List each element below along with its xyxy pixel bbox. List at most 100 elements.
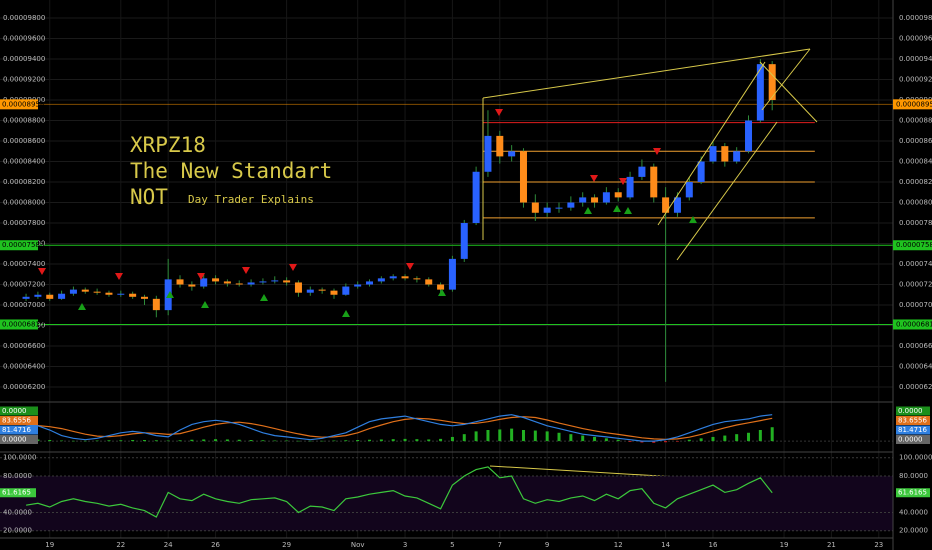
histogram-bar [344, 440, 348, 442]
trendline [482, 48, 811, 99]
candle-body [555, 207, 563, 209]
candle-body [93, 291, 101, 293]
last-price-box [0, 99, 38, 110]
y-tick-label: 0.00009200 [899, 76, 932, 84]
candle-body [448, 258, 456, 290]
y-tick-label: 0.00007000 [899, 301, 932, 309]
indicator-value-box [896, 425, 930, 435]
y-tick-label: 0.00009800 [899, 14, 932, 22]
histogram-bar [462, 434, 466, 442]
y-tick-label: 0.00007000 [3, 301, 45, 309]
annotation: NOT [130, 185, 168, 209]
y-tick-label: 0.00007200 [3, 280, 45, 288]
histogram-bar [747, 432, 751, 442]
candle-body [366, 281, 374, 285]
candle-body [401, 276, 409, 279]
candle-body [591, 197, 599, 203]
candle-body [34, 294, 42, 297]
x-tick-label: 26 [211, 541, 220, 549]
histogram-bar [498, 429, 502, 442]
histogram-bar [521, 430, 525, 442]
x-tick-label: 23 [874, 541, 883, 549]
histogram-bar [652, 441, 656, 443]
y-tick-label: 0.00007400 [899, 260, 932, 268]
histogram-bar [214, 439, 218, 442]
histogram-bar [249, 440, 253, 442]
histogram-bar [687, 439, 691, 442]
candle-body [294, 282, 302, 293]
level-label: 0.00006810 [896, 320, 932, 328]
candles [22, 59, 776, 382]
candle-body [140, 296, 148, 299]
histogram-bar [427, 439, 431, 442]
y-tick-label: 0.00006600 [3, 342, 45, 350]
x-tick-label: Nov [351, 541, 365, 549]
y-tick-label: 80.0000 [899, 472, 928, 480]
histogram-bar [131, 440, 135, 442]
indicator-panes [0, 414, 893, 532]
histogram-bar [557, 432, 561, 442]
histogram-bar [758, 430, 762, 442]
level-label: 0.00007583 [896, 241, 932, 249]
histogram-bar [296, 440, 300, 442]
candle-body [437, 284, 445, 290]
histogram-bar [533, 430, 537, 442]
candle-body [259, 281, 267, 283]
level-label-box [893, 240, 932, 251]
trendline [759, 61, 818, 123]
candle-body [531, 202, 539, 213]
indicator-value-box [896, 416, 930, 425]
indicator-value: 81.4716 [2, 426, 31, 434]
histogram-bar [723, 435, 727, 442]
y-tick-label: 0.00007800 [3, 219, 45, 227]
last-price-label: 0.00008958 [896, 100, 932, 108]
histogram-bar [510, 428, 514, 442]
histogram-bar [48, 440, 52, 442]
indicator-value: 0.0000 [898, 407, 923, 415]
indicator-value-box [896, 406, 930, 416]
candle-body [81, 289, 89, 292]
histogram-bar [154, 440, 158, 442]
histogram-bar [60, 440, 64, 442]
histogram-bar [628, 441, 632, 442]
y-tick-label: 20.0000 [3, 527, 32, 535]
indicator-value: 83.6556 [2, 417, 31, 425]
histogram-bar [261, 440, 265, 442]
histogram-bar [593, 436, 597, 442]
candle-body [223, 281, 231, 284]
y-tick-label: 100.0000 [899, 454, 932, 462]
candle-body [318, 289, 326, 291]
histogram-bar [237, 439, 241, 442]
annotation: XRPZ18 [130, 133, 206, 157]
candle-body [709, 146, 717, 162]
histogram-bar [285, 440, 289, 442]
candle-body [354, 284, 362, 287]
y-tick-label: 0.00007200 [899, 280, 932, 288]
histogram-bar [450, 436, 454, 442]
histogram-bar [391, 439, 395, 442]
candle-body [247, 282, 255, 285]
candle-body [721, 146, 729, 162]
candle-body [626, 176, 634, 198]
candle-body [200, 278, 208, 287]
candle-body [69, 289, 77, 294]
histogram-bar [202, 439, 206, 442]
channel-line [676, 121, 778, 261]
x-tick-label: 5 [450, 541, 454, 549]
candle-body [58, 293, 66, 299]
candle-body [519, 151, 527, 203]
y-tick-label: 80.0000 [3, 472, 32, 480]
y-tick-label: 0.00009800 [3, 14, 45, 22]
candle-body [212, 278, 220, 282]
y-tick-label: 0.00009400 [3, 55, 45, 63]
candle-body [697, 161, 705, 183]
candle-body [129, 293, 137, 297]
level-label-box [893, 319, 932, 330]
candle-body [685, 182, 693, 198]
y-tick-label: 0.00009600 [899, 35, 932, 43]
y-tick-label: 0.00006200 [899, 383, 932, 391]
candle-body [46, 294, 54, 299]
candle-body [377, 278, 385, 282]
